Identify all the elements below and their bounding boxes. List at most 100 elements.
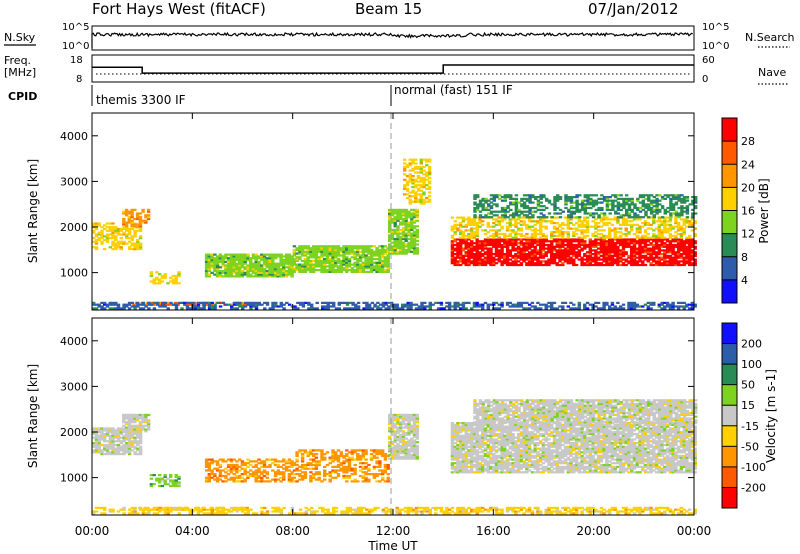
range-gate-cell [306,463,310,467]
range-gate-cell [404,248,408,252]
range-gate-cell [342,248,346,252]
range-gate-cell [577,254,581,257]
range-gate-cell [516,305,521,308]
range-gate-cell [528,201,532,204]
range-gate-cell [130,430,134,433]
range-gate-cell [127,438,132,441]
range-gate-cell [632,305,637,308]
range-gate-cell [146,419,151,422]
range-gate-cell [674,236,678,239]
range-gate-cell [138,246,143,249]
range-gate-cell [643,263,648,267]
range-gate-cell [643,243,648,247]
range-gate-cell [541,225,546,228]
range-gate-cell [627,205,632,208]
range-gate-cell [575,194,579,197]
range-gate-cell [136,305,140,308]
range-gate-cell [314,449,319,452]
range-gate-cell [487,208,491,211]
range-gate-cell [657,225,661,228]
range-gate-cell [138,303,143,306]
range-gate-cell [124,212,129,215]
range-gate-cell [572,216,576,219]
range-gate-cell [361,248,365,252]
range-gate-cell [226,266,231,269]
range-gate-cell [484,216,488,219]
range-gate-cell [390,234,395,237]
range-gate-cell [365,307,369,310]
range-gate-cell [671,253,675,256]
range-gate-cell [643,240,648,243]
range-gate-cell [450,242,455,245]
range-gate-cell [599,218,604,221]
range-gate-cell [428,307,432,310]
range-gate-cell [685,212,690,215]
range-gate-cell [314,471,319,474]
range-gate-cell [550,247,554,250]
range-gate-cell [478,256,482,259]
range-gate-cell [309,270,313,273]
range-gate-cell [472,256,477,259]
range-gate-cell [596,232,601,236]
range-gate-cell [174,479,178,482]
range-gate-cell [215,255,220,258]
range-gate-cell [323,259,327,262]
range-gate-cell [583,216,587,219]
range-gate-cell [309,267,313,270]
range-gate-cell [550,258,554,261]
range-gate-cell [92,427,96,430]
range-gate-cell [243,273,247,276]
range-gate-cell [320,248,324,252]
range-gate-cell [522,203,527,206]
range-gate-cell [668,220,673,223]
range-gate-cell [613,216,617,219]
range-gate-cell [585,223,590,226]
range-gate-cell [481,220,485,223]
range-gate-cell [611,205,615,208]
range-gate-cell [410,217,414,221]
range-gate-cell [138,436,143,439]
range-gate-cell [122,440,126,443]
range-gate-cell [210,471,214,474]
range-gate-cell [163,475,167,478]
range-gate-cell [130,301,134,304]
range-gate-cell [378,252,382,255]
range-gate-cell [561,262,565,265]
range-gate-cell [229,257,234,260]
range-gate-cell [627,203,632,206]
range-gate-cell [226,264,231,267]
range-gate-cell [533,256,537,259]
nave-label: Nave [758,66,786,79]
range-gate-cell [561,301,565,304]
range-gate-cell [353,250,357,253]
range-gate-cell [470,231,474,234]
range-gate-cell [116,434,121,437]
range-gate-cell [533,254,537,257]
range-gate-cell [111,233,115,236]
range-gate-cell [358,258,363,261]
range-gate-cell [602,240,606,243]
range-gate-cell [298,267,302,270]
range-gate-cell [647,216,651,219]
range-gate-cell [151,303,156,306]
range-gate-cell [688,263,692,267]
range-gate-cell [367,307,372,310]
range-gate-cell [668,234,673,237]
range-gate-cell [97,438,101,441]
range-gate-cell [478,222,482,225]
range-gate-cell [567,214,571,217]
range-gate-cell [257,271,261,274]
range-gate-cell [627,231,631,234]
range-gate-cell [314,247,319,250]
range-gate-cell [271,269,275,273]
range-gate-cell [669,212,673,215]
range-gate-cell [467,263,471,267]
range-gate-cell [339,254,343,257]
range-gate-cell [419,202,423,205]
range-gate-cell [602,243,606,247]
range-gate-cell [674,258,678,261]
range-gate-cell [688,236,692,239]
range-gate-cell [649,223,653,226]
range-gate-cell [372,261,377,264]
range-gate-cell [693,253,697,256]
